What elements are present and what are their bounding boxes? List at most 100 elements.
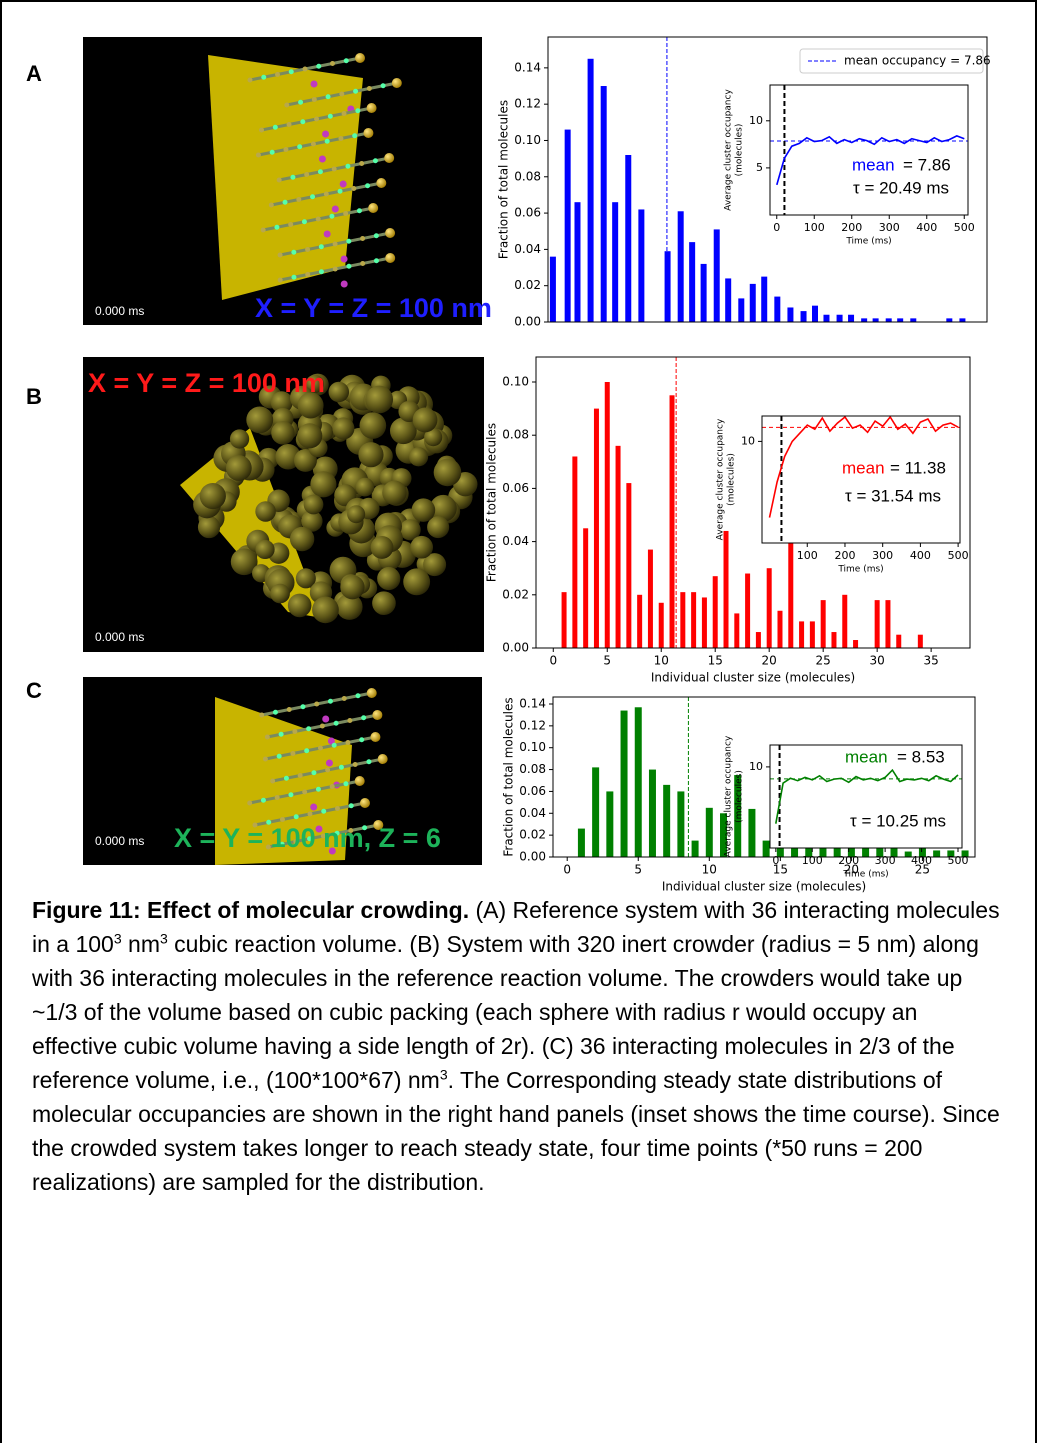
legend-label: mean occupancy = 7.86 [844, 54, 991, 68]
crowder-sphere [226, 455, 252, 481]
bar [616, 446, 621, 648]
molecule-site [279, 732, 284, 737]
molecule-site [374, 258, 379, 263]
molecule-site [338, 136, 343, 141]
molecule-site [320, 724, 325, 729]
y-axis-label: Average cluster occupancy [724, 735, 734, 857]
molecule-site [259, 128, 264, 133]
y-tick-label: 0.10 [519, 740, 546, 754]
molecule-site [287, 707, 292, 712]
molecule-site [316, 64, 321, 69]
molecule-site [332, 743, 337, 748]
y-tick-label: 0.12 [514, 97, 541, 111]
molecule-head [367, 688, 377, 698]
molecule-head [385, 228, 395, 238]
bar [933, 850, 940, 857]
y-axis-label: Average cluster occupancy [716, 418, 726, 540]
molecule-site [328, 114, 333, 119]
caption-superscript: 3 [440, 1066, 448, 1082]
molecule-site [259, 713, 264, 718]
molecule-site [326, 94, 331, 99]
x-tick-label: 200 [841, 221, 862, 234]
molecule-tag [326, 760, 333, 767]
molecule-tag [341, 256, 348, 263]
molecule-site [381, 83, 386, 88]
crowder-sphere [297, 423, 322, 448]
molecule-tag [332, 206, 339, 213]
bar [837, 315, 843, 322]
molecule-site [278, 278, 283, 283]
bar [625, 155, 631, 322]
molecule-site [359, 161, 364, 166]
bar [637, 595, 642, 648]
x-tick-label: 200 [834, 549, 855, 562]
y-tick-label: 0.00 [519, 850, 546, 864]
bar [680, 592, 685, 648]
y-tick-label: 0.08 [502, 428, 529, 442]
molecule-site [263, 757, 268, 762]
molecule-site [273, 710, 278, 715]
crowder-sphere [255, 540, 274, 559]
molecule-site [330, 784, 335, 789]
y-axis-label: (molecules) [735, 770, 745, 823]
molecule-site [300, 704, 305, 709]
molecule-site [305, 272, 310, 277]
bar [713, 576, 718, 648]
molecule-tag [324, 231, 331, 238]
bar [873, 318, 879, 322]
x-tick-label: 0 [772, 854, 779, 867]
bar [665, 251, 671, 322]
molecule-site [302, 219, 307, 224]
molecule-site [319, 244, 324, 249]
panel-label: B [26, 384, 42, 409]
crowder-sphere [312, 597, 339, 624]
molecule-site [314, 702, 319, 707]
y-tick-label: 10 [749, 760, 763, 773]
bar [583, 528, 588, 648]
render-timestamp: 0.000 ms [95, 630, 144, 644]
y-tick-label: 0.14 [519, 696, 546, 710]
molecule-site [284, 103, 289, 108]
molecule-site [342, 111, 347, 116]
molecule-site [300, 119, 305, 124]
molecule-site [290, 175, 295, 180]
molecule-site [291, 275, 296, 280]
molecule-site [334, 721, 339, 726]
bar [812, 306, 818, 322]
molecule-tag [341, 281, 348, 288]
bar [787, 307, 793, 322]
x-tick-label: 10 [702, 863, 717, 877]
y-tick-label: 0.00 [514, 315, 541, 329]
mean-value: = 7.86 [903, 155, 951, 174]
molecule-site [346, 239, 351, 244]
molecule-site [347, 718, 352, 723]
x-tick-label: 35 [923, 654, 938, 668]
bar [763, 841, 770, 857]
caption-superscript: 3 [160, 930, 168, 946]
molecule-site [303, 67, 308, 72]
molecule-site [357, 208, 362, 213]
page: { "panels": [ {"label": "A", "timestamp"… [0, 0, 1037, 1443]
crowder-sphere [365, 386, 393, 414]
molecule-site [288, 792, 293, 797]
bar [612, 202, 618, 322]
molecule-site [321, 809, 326, 814]
molecule-site [307, 812, 312, 817]
bar [691, 592, 696, 648]
bar [910, 318, 916, 322]
caption: Figure 11: Effect of molecular crowding.… [32, 893, 1007, 1199]
molecule-site [361, 715, 366, 720]
bar [592, 767, 599, 857]
bar [897, 318, 903, 322]
molecule-tag [310, 804, 317, 811]
molecule-site [342, 696, 347, 701]
molecule-site [261, 75, 266, 80]
molecule-tag [311, 81, 318, 88]
molecule-site [333, 242, 338, 247]
figure: A0.000 msB0.000 msC0.000 ms0.000.020.040… [0, 0, 1037, 1443]
molecule-head [367, 103, 377, 113]
molecule-tag [322, 131, 329, 138]
x-tick-label: 5 [634, 863, 642, 877]
molecule-site [289, 69, 294, 74]
panel-label: A [26, 61, 42, 86]
